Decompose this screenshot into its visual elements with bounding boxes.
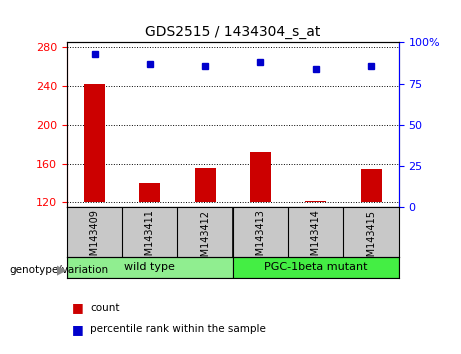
Text: percentile rank within the sample: percentile rank within the sample [90, 324, 266, 334]
Text: ▶: ▶ [58, 263, 67, 276]
Text: GSM143413: GSM143413 [255, 210, 266, 268]
Bar [305, 201, 326, 202]
Text: genotype/variation: genotype/variation [9, 265, 108, 275]
Text: PGC-1beta mutant: PGC-1beta mutant [264, 262, 367, 272]
Text: GSM143414: GSM143414 [311, 210, 321, 268]
Text: ■: ■ [71, 302, 83, 314]
Text: GSM143409: GSM143409 [89, 210, 100, 268]
Bar [361, 169, 382, 202]
Text: GSM143411: GSM143411 [145, 210, 155, 268]
Text: wild type: wild type [124, 262, 175, 272]
Bar [233, 257, 399, 278]
Text: GSM143412: GSM143412 [200, 210, 210, 269]
Bar [84, 84, 105, 202]
Text: ■: ■ [71, 323, 83, 336]
Title: GDS2515 / 1434304_s_at: GDS2515 / 1434304_s_at [145, 25, 320, 39]
Bar [67, 257, 233, 278]
Bar [250, 152, 271, 202]
Text: GSM143415: GSM143415 [366, 210, 376, 269]
Bar [139, 183, 160, 202]
Bar [195, 169, 216, 202]
Text: count: count [90, 303, 119, 313]
